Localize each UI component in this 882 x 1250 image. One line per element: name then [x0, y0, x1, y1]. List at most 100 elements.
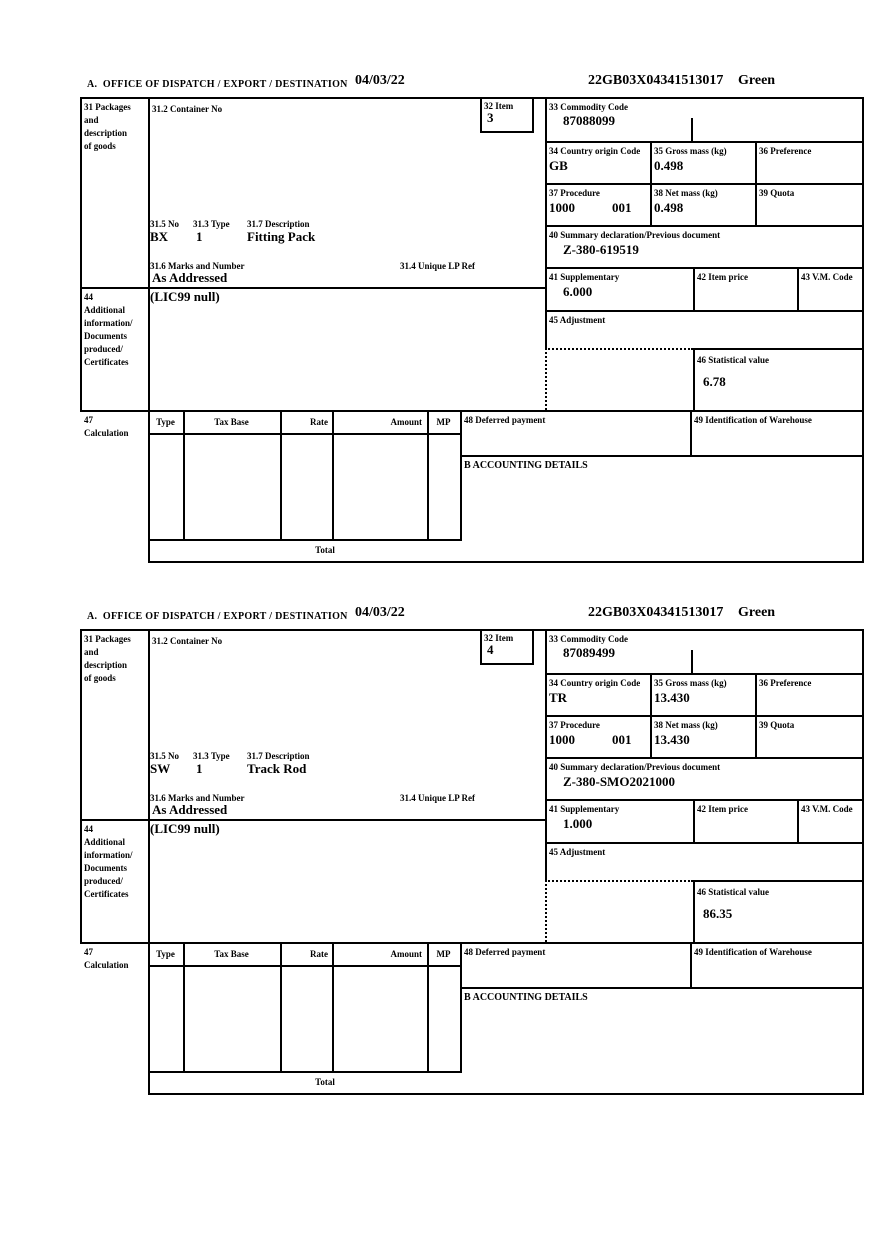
box31-6-marks-value: As Addressed	[152, 802, 228, 817]
rate-column-divider	[280, 410, 282, 539]
declaration-reference: 22GB03X04341513017	[588, 73, 724, 88]
box46-statistical-value-label: 46 Statistical value	[697, 887, 769, 897]
box42-item-price-label: 42 Item price	[697, 272, 748, 282]
box43-vm-code-label: 43 V.M. Code	[801, 804, 853, 814]
box49-left-border	[690, 942, 692, 987]
box46-left-border	[693, 880, 695, 942]
box31-5-no-label: 31.5 No	[150, 219, 179, 229]
mp-column-divider	[427, 942, 429, 1071]
box33-bottom-border	[545, 673, 862, 675]
box45-adjustment-label: 45 Adjustment	[549, 847, 606, 857]
box45-adjustment-label: 45 Adjustment	[549, 315, 606, 325]
label-column-divider	[148, 97, 150, 410]
box44-top-border	[80, 287, 545, 289]
row37-bottom-border	[545, 757, 862, 759]
box33-commodity-code-label: 33 Commodity Code	[549, 634, 628, 644]
box31-6-marks-value: As Addressed	[152, 270, 228, 285]
box42-item-price-label: 42 Item price	[697, 804, 748, 814]
calculation-col-tax-base: Tax Base	[214, 417, 249, 427]
box38-net-mass-value: 0.498	[654, 200, 684, 215]
outer-top-border	[80, 97, 862, 99]
box38-net-mass-label: 38 Net mass (kg)	[654, 188, 718, 198]
mp-column-divider	[427, 410, 429, 539]
box32-bottom-border	[480, 663, 534, 665]
row41-bottom-border	[545, 842, 862, 844]
col36-left-border	[755, 141, 757, 225]
box32-item-value: 3	[487, 110, 494, 125]
box44-additional-info-value: (LIC99 null)	[150, 821, 220, 836]
calculation-col-amount: Amount	[390, 417, 422, 427]
calculation-total-label: Total	[315, 545, 335, 555]
box33-commodity-code-value: 87089499	[563, 645, 615, 660]
box31-2-container-no-label: 31.2 Container No	[152, 104, 223, 114]
box31-7-description-label: 31.7 Description	[247, 219, 310, 229]
box35-gross-mass-label: 35 Gross mass (kg)	[654, 678, 727, 688]
box32-left-border	[480, 629, 482, 665]
box43-left-border	[797, 799, 799, 842]
box37-procedure-label: 37 Procedure	[549, 720, 600, 730]
calculation-top-border	[80, 942, 862, 944]
box34-country-origin-value: TR	[549, 690, 568, 705]
calculation-header-underline	[148, 965, 460, 967]
box31-2-container-no-label: 31.2 Container No	[152, 636, 223, 646]
calculation-col-rate: Rate	[310, 417, 328, 427]
box31-6-marks-label: 31.6 Marks and Number	[150, 793, 245, 803]
col35-left-border	[650, 673, 652, 757]
outer-right-border	[862, 97, 864, 563]
box43-vm-code-label: 43 V.M. Code	[801, 272, 853, 282]
outer-bottom-border	[148, 561, 864, 563]
box31-7-description-label: 31.7 Description	[247, 751, 310, 761]
box32-bottom-border	[480, 131, 534, 133]
calculation-col-amount: Amount	[390, 949, 422, 959]
box39-quota-label: 39 Quota	[759, 720, 795, 730]
box31-5-no-value: SW	[150, 761, 171, 776]
row41-bottom-border	[545, 310, 862, 312]
box37-procedure-value-1: 1000	[549, 200, 575, 215]
commodity-code-separator-tick	[691, 650, 693, 673]
box41-supplementary-label: 41 Supplementary	[549, 804, 620, 814]
calculation-col-type: Type	[156, 949, 175, 959]
box46-statistical-value: 86.35	[703, 906, 733, 921]
box47-calculation-label: 47 Calculation	[84, 947, 129, 970]
box44-additional-info-value: (LIC99 null)	[150, 289, 220, 304]
box41-supplementary-value: 1.000	[563, 816, 593, 831]
box35-gross-mass-value: 0.498	[654, 158, 684, 173]
row34-bottom-border	[545, 715, 862, 717]
box44-additional-info-label: 44 Additional information/ Documents pro…	[84, 824, 133, 899]
box32-item-label: 32 Item	[484, 633, 514, 643]
row34-bottom-border	[545, 183, 862, 185]
calculation-col-mp: MP	[436, 417, 451, 427]
box48-deferred-payment-label: 48 Deferred payment	[464, 947, 546, 957]
box32-item-value: 4	[487, 642, 494, 657]
outer-bottom-border	[148, 1093, 864, 1095]
box45-dotted-bottom-border	[545, 880, 693, 882]
box36-preference-label: 36 Preference	[759, 146, 812, 156]
box37-procedure-value-2: 001	[612, 732, 632, 747]
box49-warehouse-identification-label: 49 Identification of Warehouse	[694, 947, 812, 957]
outer-right-border	[862, 629, 864, 1095]
calculation-col-tax-base: Tax Base	[214, 949, 249, 959]
box31-6-marks-label: 31.6 Marks and Number	[150, 261, 245, 271]
box31-packages-label: 31 Packages and description of goods	[84, 634, 131, 683]
tax-base-column-divider	[183, 410, 185, 539]
box46-statistical-value: 6.78	[703, 374, 726, 389]
box40-bottom-border	[545, 267, 862, 269]
col35-left-border	[650, 141, 652, 225]
col36-left-border	[755, 673, 757, 757]
office-of-dispatch-heading: A. OFFICE OF DISPATCH / EXPORT / DESTINA…	[87, 79, 348, 90]
box32-left-border	[480, 97, 482, 133]
box31-5-no-value: BX	[150, 229, 169, 244]
box44-additional-info-label: 44 Additional information/ Documents pro…	[84, 292, 133, 367]
calculation-table-left-border	[148, 942, 150, 1095]
box34-country-origin-label: 34 Country origin Code	[549, 146, 641, 156]
calculation-total-label: Total	[315, 1077, 335, 1087]
box49-warehouse-identification-label: 49 Identification of Warehouse	[694, 415, 812, 425]
box32-right-border	[532, 97, 534, 133]
right-panel-left-border	[545, 629, 547, 880]
box48-deferred-payment-label: 48 Deferred payment	[464, 415, 546, 425]
box32-right-border	[532, 629, 534, 665]
box42-left-border	[693, 267, 695, 310]
box37-procedure-label: 37 Procedure	[549, 188, 600, 198]
box46-top-border	[693, 880, 862, 882]
